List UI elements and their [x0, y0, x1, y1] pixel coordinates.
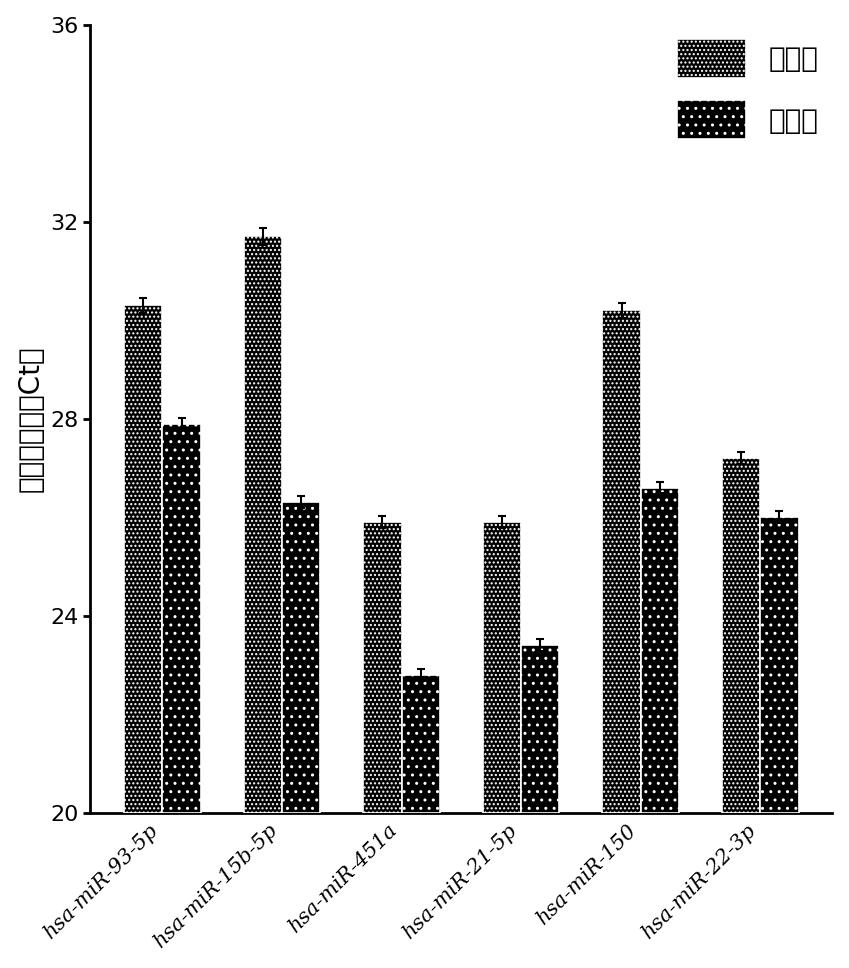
- Bar: [162, 424, 200, 812]
- Bar: [603, 311, 641, 812]
- Bar: [244, 236, 282, 812]
- Bar: [641, 488, 679, 812]
- Bar: [402, 675, 440, 812]
- Bar: [521, 646, 559, 812]
- Bar: [483, 522, 521, 812]
- Y-axis label: 阈値循环数（Ct）: 阈値循环数（Ct）: [17, 346, 45, 492]
- Bar: [363, 522, 402, 812]
- Bar: [761, 517, 799, 812]
- Legend: 两步法, 一步法: 两步法, 一步法: [677, 39, 818, 139]
- Bar: [722, 458, 761, 812]
- Bar: [124, 305, 162, 812]
- Bar: [282, 502, 320, 812]
